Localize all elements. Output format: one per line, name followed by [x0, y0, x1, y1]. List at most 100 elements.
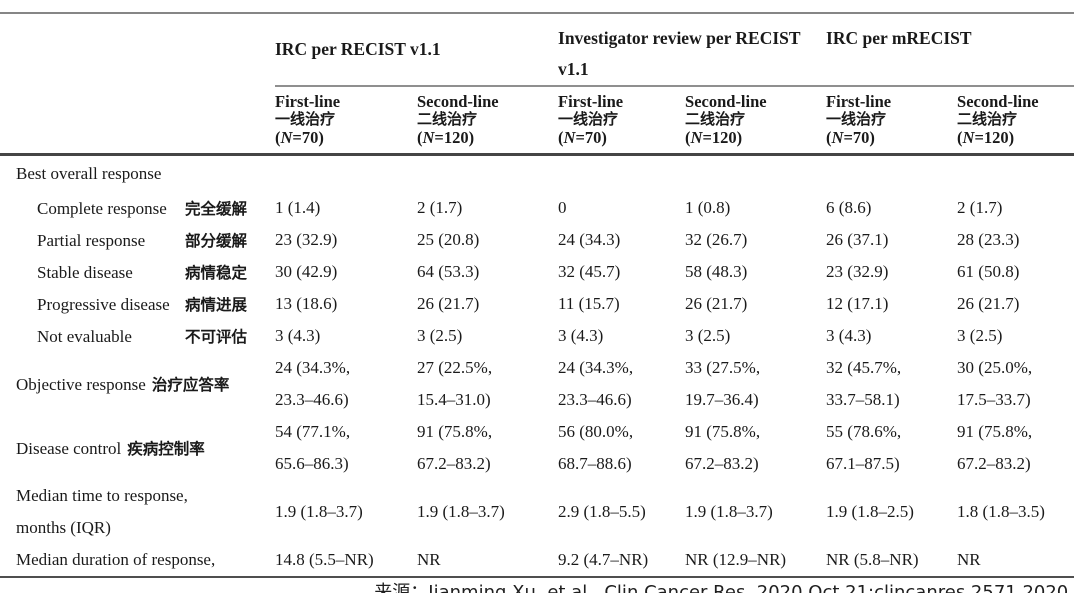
table-cell: 6 (8.6) — [826, 198, 872, 217]
subheader-secondline-investigator: Second-line 二线治疗 (N=120) — [685, 86, 827, 156]
subheader-treatment-zh: 一线治疗 — [558, 112, 619, 128]
table-row-median-time-to-response: Median time to response, months (IQR) 1.… — [0, 480, 1074, 544]
table-cell: 30 (42.9) — [275, 262, 338, 281]
table-cell: 91 (75.8%, 67.2–83.2) — [685, 422, 761, 473]
table-cell: 64 (53.3) — [417, 262, 480, 281]
table-cell: 3 (2.5) — [417, 326, 463, 345]
group-irc-per-mrecist: IRC per mRECIST — [826, 13, 1075, 87]
row-label: Progressive disease — [37, 295, 170, 314]
table-cell: 24 (34.3) — [558, 230, 621, 249]
table-cell: 23 (32.9) — [275, 230, 338, 249]
column-group-header-row: IRC per RECIST v1.1 Investigator review … — [0, 13, 1075, 87]
row-label: Median duration of response, — [16, 550, 216, 569]
group-title-line2: v1.1 — [558, 59, 589, 79]
row-label-zh: 治疗应答率 — [151, 377, 230, 394]
group-title-line1: Investigator review per RECIST — [558, 28, 801, 48]
table-cell: 3 (4.3) — [826, 326, 872, 345]
table-cell: 3 (4.3) — [558, 326, 604, 345]
subheader-treatment-zh: 一线治疗 — [826, 112, 887, 128]
subheader-treatment-zh: 二线治疗 — [417, 112, 478, 128]
group-investigator-review-per-recist: Investigator review per RECIST v1.1 — [558, 13, 827, 87]
table-row-objective-response: Objective response 治疗应答率 24 (34.3%, 23.3–… — [0, 352, 1074, 416]
corner-cell — [0, 13, 275, 86]
table-cell: 0 — [558, 198, 567, 217]
group-irc-per-recist: IRC per RECIST v1.1 — [275, 13, 559, 87]
table-cell: 61 (50.8) — [957, 262, 1020, 281]
subheader-n: (N=120) — [957, 128, 1015, 147]
row-label-cell: Progressive disease 病情进展 — [0, 288, 275, 320]
table-cell: 58 (48.3) — [685, 262, 748, 281]
table-cell: 3 (4.3) — [275, 326, 321, 345]
table-cell: 24 (34.3%, 23.3–46.6) — [275, 358, 351, 409]
row-label-zh: 疾病控制率 — [127, 441, 205, 458]
table-row-median-duration-of-response: Median duration of response, 14.8 (5.5–N… — [0, 544, 1075, 578]
row-label: Complete response — [37, 199, 167, 218]
table-cell: 26 (21.7) — [417, 294, 480, 313]
table-cell: 14.8 (5.5–NR) — [275, 544, 417, 578]
table-cell: 1 (0.8) — [685, 198, 731, 217]
row-label-zh: 病情进展 — [185, 297, 248, 314]
table-row-progressive-disease: Progressive disease 病情进展 13 (18.6) 26 (21… — [0, 288, 1074, 320]
subheader-treatment: Second-line — [417, 92, 499, 111]
subheader-treatment: First-line — [558, 92, 624, 111]
table-cell: NR (12.9–NR) — [685, 544, 827, 578]
table-cell: 55 (78.6%, 67.1–87.5) — [826, 422, 902, 473]
row-label: Median time to response, months (IQR) — [16, 486, 188, 537]
row-label-zh: 完全缓解 — [185, 201, 248, 218]
subheader-secondline-irc-recist: Second-line 二线治疗 (N=120) — [417, 86, 559, 156]
table-row-disease-control: Disease control 疾病控制率 54 (77.1%, 65.6–86.… — [0, 416, 1074, 480]
subheader-row: First-line 一线治疗 (N=70) Second-line 二线治疗 … — [0, 86, 1075, 156]
subheader-n: (N=70) — [826, 128, 875, 147]
subheader-n: (N=120) — [417, 128, 475, 147]
table-cell: 13 (18.6) — [275, 294, 338, 313]
table-cell: 30 (25.0%, 17.5–33.7) — [957, 358, 1033, 409]
subheader-firstline-mrecist: First-line 一线治疗 (N=70) — [826, 86, 958, 156]
table-cell: 9.2 (4.7–NR) — [558, 544, 686, 578]
row-label: Objective response — [16, 375, 146, 394]
subheader-treatment: Second-line — [685, 92, 767, 111]
table-cell: NR — [957, 544, 1075, 578]
table-cell: 1.8 (1.8–3.5) — [957, 502, 1045, 521]
group-title: IRC per mRECIST — [826, 28, 972, 48]
table-cell: 23 (32.9) — [826, 262, 889, 281]
table-cell: 28 (23.3) — [957, 230, 1020, 249]
table-cell: 1.9 (1.8–3.7) — [275, 502, 363, 521]
row-label-cell: Disease control 疾病控制率 — [0, 416, 275, 480]
table-cell: 2 (1.7) — [417, 198, 463, 217]
subheader-treatment: First-line — [826, 92, 892, 111]
subheader-treatment: First-line — [275, 92, 341, 111]
subheader-empty-cell — [0, 86, 275, 156]
subheader-treatment: Second-line — [957, 92, 1039, 111]
table-cell: 2 (1.7) — [957, 198, 1003, 217]
table-cell: 32 (26.7) — [685, 230, 748, 249]
row-label-cell: Complete response 完全缓解 — [0, 192, 275, 224]
table-row-best-overall-response: Best overall response — [0, 155, 1074, 193]
table-cell: NR — [417, 544, 559, 578]
subheader-firstline-irc-recist: First-line 一线治疗 (N=70) — [275, 86, 417, 156]
response-data-table: IRC per RECIST v1.1 Investigator review … — [0, 12, 1075, 578]
subheader-treatment-zh: 二线治疗 — [685, 112, 746, 128]
table-cell: 27 (22.5%, 15.4–31.0) — [417, 358, 493, 409]
row-label-cell: Stable disease 病情稳定 — [0, 256, 275, 288]
table-row-stable-disease: Stable disease 病情稳定 30 (42.9) 64 (53.3) 3… — [0, 256, 1074, 288]
group-title: IRC per RECIST v1.1 — [275, 39, 441, 59]
subheader-n: (N=70) — [275, 128, 324, 147]
table-cell: 1.9 (1.8–2.5) — [826, 502, 914, 521]
row-label-cell: Median time to response, months (IQR) — [0, 480, 275, 544]
table-cell: 12 (17.1) — [826, 294, 889, 313]
table-cell: 3 (2.5) — [957, 326, 1003, 345]
source-citation: 来源：Jianming Xu, et al., Clin Cancer Res.… — [374, 582, 1074, 593]
row-label-zh: 不可评估 — [185, 329, 248, 346]
table-cell: 32 (45.7%, 33.7–58.1) — [826, 358, 902, 409]
table-cell: 91 (75.8%, 67.2–83.2) — [957, 422, 1033, 473]
row-label-cell: Median duration of response, — [0, 544, 275, 578]
subheader-n: (N=120) — [685, 128, 743, 147]
table-cell: 26 (37.1) — [826, 230, 889, 249]
row-label: Not evaluable — [37, 327, 132, 346]
row-label: Best overall response — [16, 164, 162, 183]
subheader-firstline-investigator: First-line 一线治疗 (N=70) — [558, 86, 686, 156]
table-cell: 33 (27.5%, 19.7–36.4) — [685, 358, 761, 409]
row-label: Stable disease — [37, 263, 133, 282]
subheader-treatment-zh: 二线治疗 — [957, 112, 1018, 128]
